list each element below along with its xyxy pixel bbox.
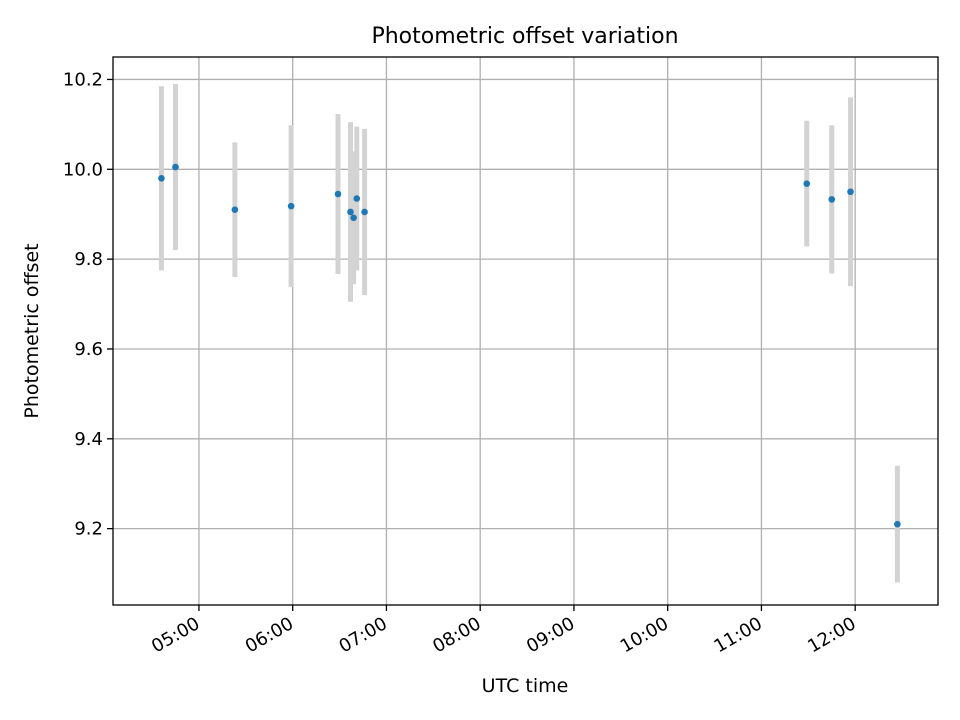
data-point — [894, 520, 901, 528]
y-tick-label: 9.8 — [74, 249, 103, 270]
chart-title: Photometric offset variation — [371, 24, 678, 49]
x-axis-label: UTC time — [482, 675, 569, 697]
data-point — [350, 214, 357, 222]
y-tick-label: 10.0 — [63, 159, 103, 180]
y-tick-label: 9.2 — [74, 519, 103, 540]
data-point — [347, 208, 354, 216]
plot-frame — [112, 56, 939, 606]
y-tick-label: 9.4 — [74, 429, 103, 450]
data-point — [847, 188, 854, 196]
data-point — [334, 190, 342, 198]
y-tick-label: 10.2 — [63, 69, 103, 90]
data-point — [158, 174, 165, 182]
data-points — [158, 163, 901, 528]
y-axis-label: Photometric offset — [21, 243, 43, 418]
grid — [113, 57, 938, 605]
y-axis: 9.2 9.4 9.6 9.8 10.0 10.2 — [63, 69, 113, 540]
data-point — [287, 202, 295, 210]
data-point — [803, 180, 811, 187]
data-point — [353, 195, 361, 202]
data-point — [828, 196, 836, 203]
y-tick-label: 9.6 — [74, 339, 103, 360]
data-point — [172, 163, 179, 171]
data-point — [361, 208, 368, 216]
data-point — [231, 206, 239, 214]
